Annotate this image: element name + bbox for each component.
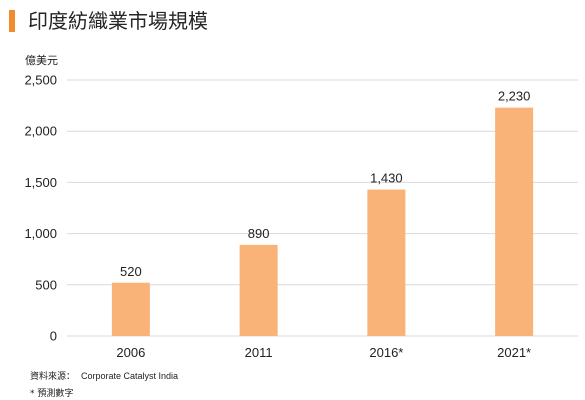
data-labels: 520 890 1,430 2,230 [120,89,530,279]
y-tick-label: 1,000 [24,226,57,241]
source-note: 資料來源： Corporate Catalyst India [30,369,178,382]
bars [111,107,534,336]
data-label: 520 [120,264,142,279]
data-label: 2,230 [498,89,531,104]
x-tick-label: 2011 [245,345,273,360]
data-label: 890 [248,226,270,241]
bar [495,107,534,336]
y-axis-ticks: 0 500 1,000 1,500 2,000 2,500 [24,73,57,344]
bar [111,282,150,336]
x-tick-label: 2006 [116,345,145,360]
title-accent-bar [9,10,15,32]
bar [367,189,406,336]
y-tick-label: 2,000 [24,124,57,139]
x-tick-label: 2021* [497,345,531,360]
source-name: Corporate Catalyst India [81,371,179,381]
bar [239,244,278,336]
chart-title: 印度紡織業市場規模 [28,9,208,33]
gridlines [67,79,578,337]
source-label: 資料來源： [30,372,76,382]
y-tick-label: 2,500 [24,73,57,88]
y-tick-label: 500 [35,277,57,292]
x-tick-label: 2016* [369,345,403,360]
y-tick-label: 0 [50,329,57,344]
data-label: 1,430 [370,171,403,186]
forecast-note: * 預測數字 [30,389,74,399]
y-tick-label: 1,500 [24,175,57,190]
y-axis-unit-label: 億美元 [25,54,58,67]
x-axis-ticks: 2006 2011 2016* 2021* [116,345,531,360]
